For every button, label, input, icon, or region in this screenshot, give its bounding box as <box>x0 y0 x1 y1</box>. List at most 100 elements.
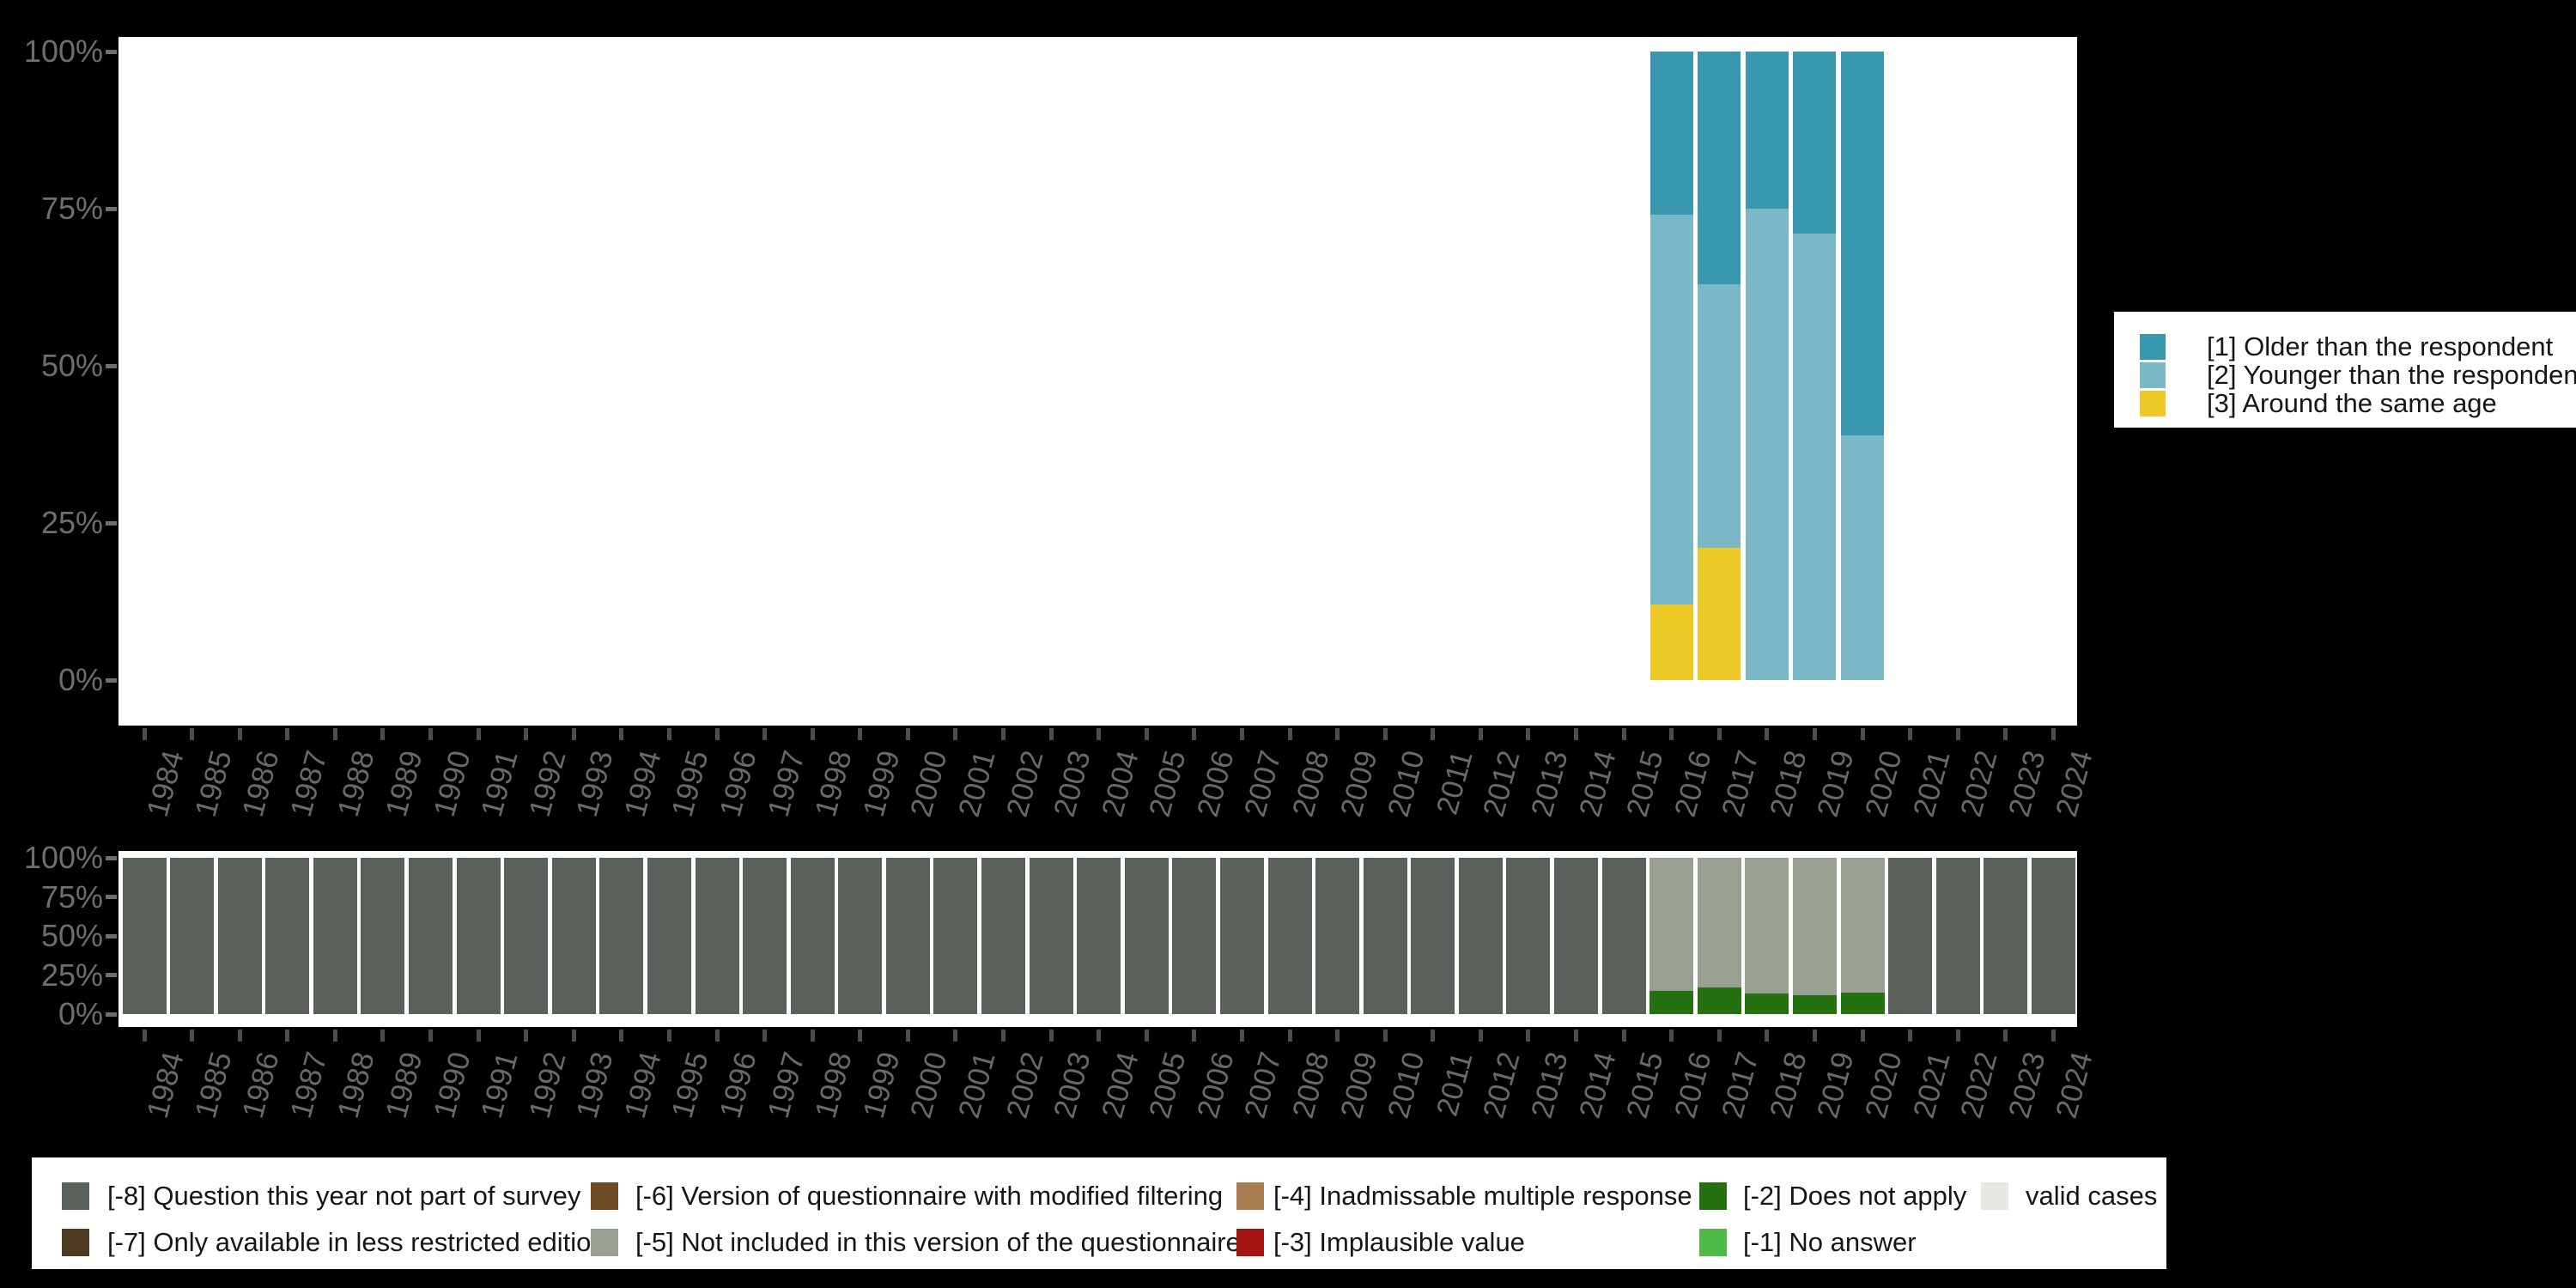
x-tick <box>1144 1030 1149 1042</box>
x-tick <box>1192 728 1197 740</box>
top-chart-bar-2019 <box>1793 52 1837 680</box>
x-tick <box>1287 728 1292 740</box>
bar-segment-[-8]-1991 <box>456 858 501 1014</box>
bottom-chart-bar-2015 <box>1601 858 1646 1014</box>
x-tick <box>1765 728 1770 740</box>
bottom-chart-bar-2013 <box>1506 858 1551 1014</box>
legend-item-same-age: [3] Around the same age <box>2140 388 2497 418</box>
bar-segment-[-8]-1990 <box>409 858 453 1014</box>
bottom-chart-bar-2010 <box>1363 858 1407 1014</box>
bottom-chart-bar-2014 <box>1554 858 1599 1014</box>
bottom-chart-bar-1993 <box>551 858 596 1014</box>
bottom-chart-bar-2024 <box>2031 858 2075 1014</box>
x-tick <box>571 1030 576 1042</box>
y-tick-label: 50% <box>40 348 103 383</box>
bottom-chart-bar-2019 <box>1792 858 1837 1014</box>
bar-segment-[-8]-1994 <box>599 858 644 1014</box>
bar-segment-[-8]-2021 <box>1888 858 1933 1014</box>
x-tick <box>953 728 958 740</box>
y-tick <box>106 206 117 211</box>
bar-segment-[-8]-2008 <box>1267 858 1312 1014</box>
x-tick <box>1382 1030 1388 1042</box>
legend-swatch-[-1]-icon <box>1699 1229 1727 1256</box>
x-tick <box>619 1030 624 1042</box>
bottom-chart-bar-1995 <box>647 858 691 1014</box>
x-tick <box>142 1030 147 1042</box>
x-tick <box>1239 1030 1244 1042</box>
bar-segment-[-2]-2018 <box>1745 993 1789 1014</box>
bottom-chart-bar-2011 <box>1411 858 1455 1014</box>
top-chart-bar-2016 <box>1649 52 1693 680</box>
x-tick <box>1765 1030 1770 1042</box>
bar-segment-[-8]-2003 <box>1029 858 1073 1014</box>
bar-segment-[-5]-2020 <box>1840 858 1885 993</box>
bar-segment-[-5]-2017 <box>1697 858 1741 988</box>
y-tick <box>106 855 117 860</box>
bottom-chart-bar-2012 <box>1458 858 1503 1014</box>
bar-segment-[-5]-2019 <box>1792 858 1837 996</box>
x-tick <box>524 728 529 740</box>
bottom-chart-bar-2002 <box>981 858 1026 1014</box>
x-tick <box>762 728 768 740</box>
bar-segment-[-8]-2001 <box>933 858 978 1014</box>
legend-label-[-6]: [-6] Version of questionnaire with modif… <box>635 1181 1224 1211</box>
x-tick <box>142 728 147 740</box>
bar-segment-[-8]-1993 <box>551 858 596 1014</box>
bar-segment-[-8]-2004 <box>1077 858 1121 1014</box>
bar-segment-[-8]-2012 <box>1458 858 1503 1014</box>
y-tick-label: 50% <box>40 918 103 953</box>
x-tick <box>1574 728 1579 740</box>
bar-segment-[-2]-2020 <box>1840 992 1885 1014</box>
y-tick <box>106 520 117 526</box>
legend-swatch-[-3]-icon <box>1236 1229 1264 1256</box>
x-tick <box>1621 728 1626 740</box>
legend-swatch-[-6]-icon <box>591 1182 618 1210</box>
x-tick <box>190 1030 195 1042</box>
bar-segment-[-8]-1987 <box>265 858 310 1014</box>
x-tick <box>2003 1030 2008 1042</box>
bottom-chart-bar-2022 <box>1935 858 1980 1014</box>
legend-label-[-4]: [-4] Inadmissable multiple response <box>1273 1181 1692 1211</box>
x-tick <box>1144 728 1149 740</box>
x-tick <box>380 728 386 740</box>
bottom-chart-bar-2007 <box>1219 858 1264 1014</box>
legend-swatch-same-age-icon <box>2140 391 2166 416</box>
bottom-chart-bar-1990 <box>409 858 453 1014</box>
x-tick <box>1478 1030 1483 1042</box>
x-tick <box>1239 728 1244 740</box>
bottom-chart-bar-1994 <box>599 858 644 1014</box>
x-tick <box>714 728 720 740</box>
bar-segment-[-8]-2002 <box>981 858 1026 1014</box>
legend-swatch-[-5]-icon <box>591 1229 618 1256</box>
bottom-chart-bar-1998 <box>790 858 835 1014</box>
bar-segment-[-8]-1989 <box>361 858 405 1014</box>
x-tick <box>1716 1030 1722 1042</box>
bottom-chart-bar-1989 <box>361 858 405 1014</box>
bottom-chart-bar-1986 <box>217 858 262 1014</box>
x-tick <box>1001 728 1006 740</box>
legend-label-older: [1] Older than the respondent <box>2207 331 2554 361</box>
bar-segment-[-8]-1995 <box>647 858 691 1014</box>
legend-swatch-[-4]-icon <box>1236 1182 1264 1210</box>
bottom-chart-bar-2005 <box>1124 858 1169 1014</box>
x-tick <box>1192 1030 1197 1042</box>
bottom-chart-bar-1987 <box>265 858 310 1014</box>
x-tick <box>810 1030 815 1042</box>
x-tick <box>1526 728 1531 740</box>
bar-segment-[1]-2019 <box>1793 52 1837 234</box>
bar-segment-[-8]-2024 <box>2031 858 2075 1014</box>
bar-segment-[2]-2018 <box>1745 209 1789 680</box>
x-tick <box>1621 1030 1626 1042</box>
x-tick <box>714 1030 720 1042</box>
legend-swatch-[-2]-icon <box>1699 1182 1727 1210</box>
bar-segment-[-8]-2013 <box>1506 858 1551 1014</box>
x-tick <box>237 728 242 740</box>
bottom-chart-bar-1985 <box>170 858 215 1014</box>
y-tick-label: 75% <box>40 878 103 914</box>
x-tick <box>332 728 337 740</box>
bottom-chart-bar-1988 <box>313 858 357 1014</box>
y-tick <box>106 933 117 939</box>
x-tick <box>810 728 815 740</box>
bar-segment-[-8]-1999 <box>838 858 883 1014</box>
x-tick <box>332 1030 337 1042</box>
